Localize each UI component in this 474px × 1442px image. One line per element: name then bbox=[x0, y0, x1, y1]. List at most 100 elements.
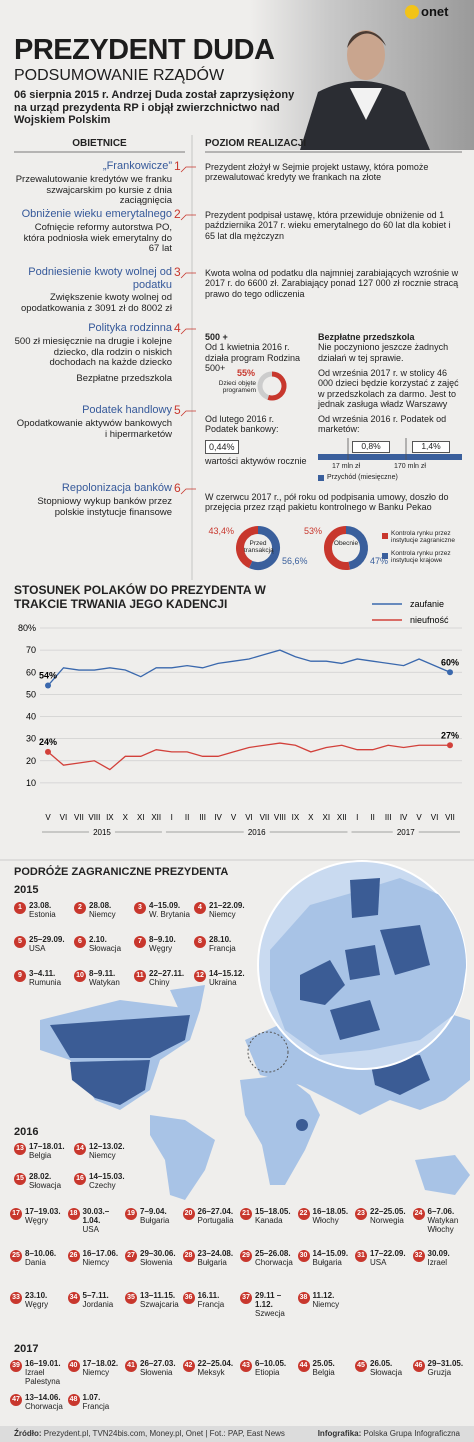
trip-date: 16–19.01. bbox=[25, 1359, 61, 1368]
x-tick-label: VIII bbox=[88, 813, 100, 822]
trip-date: 13–11.15. bbox=[140, 1291, 176, 1300]
trip-place: Niemcy bbox=[209, 909, 236, 919]
trip-date: 8–10.06. bbox=[25, 1249, 57, 1258]
bank-text: Od lutego 2016 r. Podatek bankowy: bbox=[205, 414, 279, 435]
trip: 37 29.11 –1.12. Szwecja bbox=[240, 1291, 296, 1318]
trip-number: 41 bbox=[125, 1360, 137, 1372]
x-tick-label: IX bbox=[106, 813, 114, 822]
trip-number: 20 bbox=[182, 1208, 195, 1220]
trip: 16 14–15.03. Czechy bbox=[74, 1172, 130, 1191]
share-label: 55% bbox=[236, 368, 255, 378]
footer-source-text: Prezydent.pl, TVN24bis.com, Money.pl, On… bbox=[43, 1429, 285, 1438]
x-tick-label: VI bbox=[60, 813, 68, 822]
promise-title: Repolonizacja banków bbox=[61, 482, 172, 494]
trip: 8 28.10. Francja bbox=[194, 935, 250, 954]
land bbox=[415, 1155, 470, 1195]
trip-place: Szwecja bbox=[255, 1308, 285, 1318]
realization: Prezydent podpisał ustawę, która przewid… bbox=[205, 210, 451, 241]
trip-number: 16 bbox=[74, 1173, 86, 1185]
y-tick-label: 40 bbox=[26, 712, 36, 722]
trip-date: 22–25.04. bbox=[197, 1359, 234, 1368]
year-heading: 2017 bbox=[14, 1343, 39, 1355]
land bbox=[150, 1115, 215, 1200]
year-label-bg bbox=[88, 826, 115, 838]
trip: 18 30.03.–1.04. USA bbox=[67, 1207, 124, 1234]
trip-number: 40 bbox=[67, 1360, 80, 1372]
trip-date: 28.02. bbox=[29, 1172, 52, 1181]
trip-number: 27 bbox=[125, 1250, 137, 1262]
trip-place: Portugalia bbox=[197, 1215, 234, 1225]
trip: 32 30.09. Izrael bbox=[412, 1249, 469, 1268]
donut-label: Obecnie bbox=[333, 540, 359, 547]
trip-date: 22–25.05. bbox=[370, 1207, 406, 1216]
chart-title: STOSUNEK POLAKÓW DO PREZYDENTA W TRAKCIE… bbox=[14, 583, 266, 611]
trip-place: Węgry bbox=[25, 1299, 49, 1309]
trip-date: 3–4.11. bbox=[29, 969, 56, 978]
trip-date: 30.03.–1.04. bbox=[82, 1207, 110, 1225]
share-caption: Dzieci objęte programem bbox=[218, 380, 256, 395]
land bbox=[240, 1075, 320, 1185]
promise-title: Podatek handlowy bbox=[82, 404, 172, 416]
market-bar bbox=[318, 454, 462, 460]
trip-place: Niemcy bbox=[82, 1367, 110, 1377]
trip-date: 25.05. bbox=[312, 1359, 335, 1368]
donut-domestic bbox=[249, 526, 280, 570]
trip-date: 22–27.11. bbox=[149, 969, 185, 978]
market-rate: 0,8% bbox=[352, 441, 390, 453]
trip-place: USA bbox=[370, 1257, 387, 1267]
trip-place: Izrael bbox=[427, 1257, 448, 1267]
trip: 38 11.12. Niemcy bbox=[297, 1291, 354, 1310]
x-tick-label: I bbox=[171, 813, 173, 822]
x-tick-label: IV bbox=[400, 813, 408, 822]
preschool-text: Od września 2017 r. w stolicy 46 000 dzi… bbox=[318, 368, 459, 410]
promise-number: 2 bbox=[174, 207, 181, 221]
trip-date: 11.12. bbox=[312, 1291, 335, 1300]
year-label: 2017 bbox=[397, 828, 415, 837]
trip: 23 22–25.05. Norwegia bbox=[355, 1207, 411, 1226]
trip-place: Słowenia bbox=[140, 1367, 173, 1377]
visited-country bbox=[345, 945, 380, 980]
x-tick-label: VII bbox=[74, 813, 84, 822]
promise-description: Cofnięcie reformy autorstwa PO, która po… bbox=[23, 221, 172, 255]
data-label: 60% bbox=[441, 657, 459, 667]
trip-number: 7 bbox=[134, 936, 146, 948]
trip-number: 32 bbox=[412, 1250, 425, 1262]
trip-place: Włochy bbox=[312, 1215, 339, 1225]
x-tick-label: V bbox=[231, 813, 237, 822]
trip-place: Watykan Włochy bbox=[427, 1215, 459, 1234]
trip-place: Niemcy bbox=[89, 1150, 116, 1160]
photo-head bbox=[347, 30, 385, 80]
trip-place: Bułgaria bbox=[312, 1257, 342, 1267]
realization: Prezydent złożył w Sejmie projekt ustawy… bbox=[205, 162, 429, 183]
trip: 34 5–7.11. Jordania bbox=[67, 1291, 124, 1310]
trip-number: 15 bbox=[14, 1173, 26, 1185]
data-label: 27% bbox=[441, 730, 459, 740]
connector bbox=[180, 214, 196, 221]
trip-date: 29.11 –1.12. bbox=[255, 1291, 282, 1309]
visited-country bbox=[296, 1119, 308, 1131]
legend-label: Kontrola rynku przez instytucje zagranic… bbox=[391, 530, 455, 545]
trip-place: Bułgaria bbox=[140, 1215, 170, 1225]
bank-rate: 0,44% bbox=[205, 440, 239, 455]
trip: 6 2.10. Słowacja bbox=[74, 935, 130, 954]
series-line bbox=[47, 742, 450, 771]
trip: 17 17–19.03. Węgry bbox=[10, 1207, 66, 1226]
trip-date: 17–22.09. bbox=[370, 1249, 406, 1258]
travels-title: PODRÓŻE ZAGRANICZNE PREZYDENTA bbox=[14, 866, 229, 878]
trip-date: 6–10.05. bbox=[255, 1359, 287, 1368]
promise-description: Bezpłatne przedszkola bbox=[76, 373, 172, 385]
trip-date: 16–18.05. bbox=[312, 1207, 349, 1216]
trip-number: 21 bbox=[240, 1208, 252, 1220]
trip-place: Węgry bbox=[25, 1215, 49, 1225]
x-tick-label: XI bbox=[323, 813, 331, 822]
trip-number: 47 bbox=[10, 1394, 22, 1406]
trip-place: Francja bbox=[197, 1299, 225, 1309]
y-tick-label: 20 bbox=[26, 756, 36, 766]
trip: 3 4–15.09. W. Brytania bbox=[134, 901, 190, 920]
trip-place: Watykan bbox=[89, 977, 120, 987]
promise-description: Stopniowy wykup banków przez polskie ins… bbox=[37, 495, 172, 518]
point bbox=[45, 682, 51, 689]
trip-date: 21–22.09. bbox=[209, 901, 245, 910]
trip: 31 17–22.09. USA bbox=[355, 1249, 411, 1268]
